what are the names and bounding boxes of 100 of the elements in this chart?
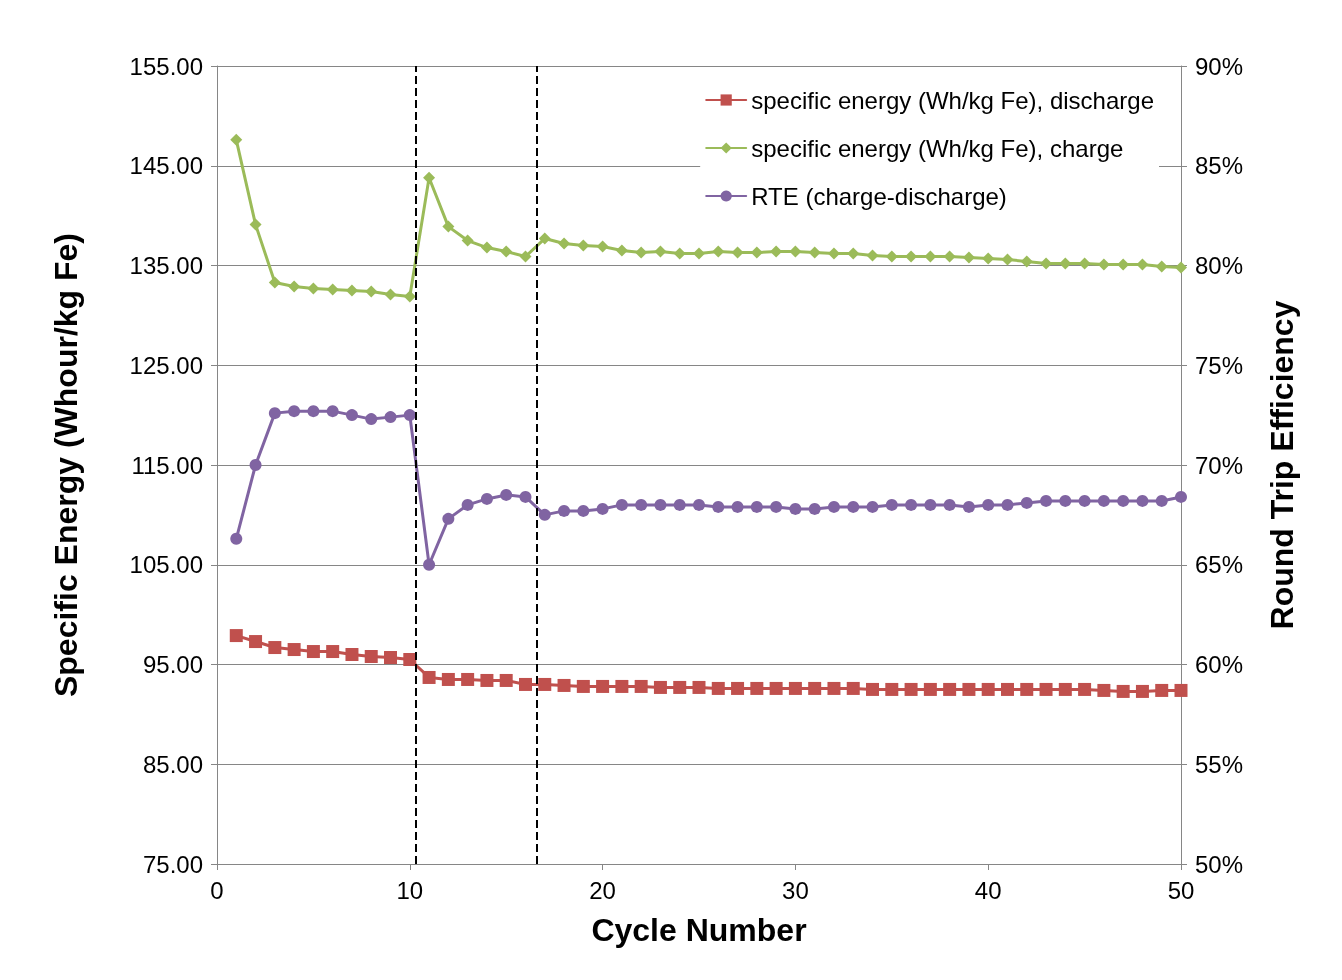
point (596, 679, 610, 693)
point (1020, 682, 1034, 696)
x-tick-label: 50 (1167, 876, 1195, 904)
y-tick-label: 135.00 (129, 252, 203, 279)
point (827, 500, 840, 513)
point (866, 682, 880, 696)
point (230, 532, 243, 545)
y-tick-label: 145.00 (129, 152, 203, 180)
point (326, 283, 339, 296)
point (403, 409, 416, 422)
point (1155, 683, 1169, 697)
point (731, 681, 745, 695)
point (1175, 490, 1187, 503)
point (981, 682, 995, 696)
point (635, 498, 648, 511)
y-tick-label: 125.00 (129, 351, 203, 379)
point (345, 409, 358, 422)
point (326, 645, 340, 659)
point (480, 241, 493, 254)
y2-tick-label: 80% (1195, 252, 1244, 279)
x-tick-label: 20 (589, 876, 616, 904)
point (615, 244, 628, 257)
point (808, 502, 821, 515)
point (750, 500, 763, 513)
point (711, 681, 725, 695)
point (577, 239, 590, 252)
point (441, 672, 455, 686)
y2-tick-label: 75% (1195, 351, 1244, 379)
point (268, 641, 282, 655)
point (519, 490, 532, 503)
point (692, 680, 706, 694)
y2-tick-label: 60% (1195, 651, 1244, 678)
point (288, 405, 301, 418)
point (384, 288, 397, 301)
point (365, 413, 378, 426)
point (770, 500, 783, 513)
point (905, 498, 918, 511)
point (403, 290, 416, 303)
point (731, 500, 744, 513)
point (827, 247, 840, 260)
y2-tick-label: 55% (1195, 750, 1244, 778)
point (364, 650, 378, 664)
point (750, 681, 764, 695)
point (461, 672, 475, 686)
point (712, 500, 725, 513)
point (1039, 682, 1053, 696)
point (500, 245, 513, 258)
point (268, 407, 281, 420)
point (538, 508, 551, 521)
point (1020, 255, 1033, 268)
point (480, 673, 494, 687)
point (1078, 682, 1092, 696)
point (1116, 684, 1130, 698)
point (982, 252, 995, 265)
point (634, 679, 648, 693)
point (924, 498, 937, 511)
point (1097, 494, 1110, 507)
point (1058, 682, 1072, 696)
x-tick-label: 40 (974, 876, 1002, 904)
point (904, 682, 918, 696)
point (1020, 496, 1033, 509)
x-tick-label: 10 (396, 876, 424, 904)
point (1059, 494, 1072, 507)
point (249, 218, 262, 231)
point (885, 250, 898, 263)
point (442, 220, 455, 233)
point (788, 681, 802, 695)
point (943, 498, 956, 511)
point (962, 500, 975, 513)
point (635, 246, 648, 259)
point (1155, 260, 1168, 273)
y2-tick-label: 50% (1195, 850, 1244, 878)
point (558, 504, 571, 517)
point (693, 498, 705, 511)
point (1000, 682, 1014, 696)
point (1040, 494, 1053, 507)
point (538, 677, 552, 691)
point (268, 276, 281, 289)
y-axis-title: Specific Energy (Whour/kg Fe) (48, 232, 84, 698)
point (596, 240, 609, 253)
legend-label: specific energy (Wh/kg Fe), charge (751, 134, 1124, 162)
point (384, 411, 397, 424)
point (423, 558, 436, 571)
point (1001, 253, 1014, 266)
point (557, 678, 571, 692)
point (365, 285, 378, 298)
y2-tick-label: 90% (1195, 52, 1244, 80)
point (576, 679, 590, 693)
point (654, 498, 667, 511)
point (654, 245, 667, 258)
point (653, 680, 667, 694)
point (923, 682, 937, 696)
point (518, 677, 532, 691)
point (499, 673, 513, 687)
point (769, 681, 783, 695)
point (885, 682, 899, 696)
point (307, 282, 320, 295)
point (885, 498, 898, 511)
point (1155, 494, 1168, 507)
point (558, 237, 571, 250)
